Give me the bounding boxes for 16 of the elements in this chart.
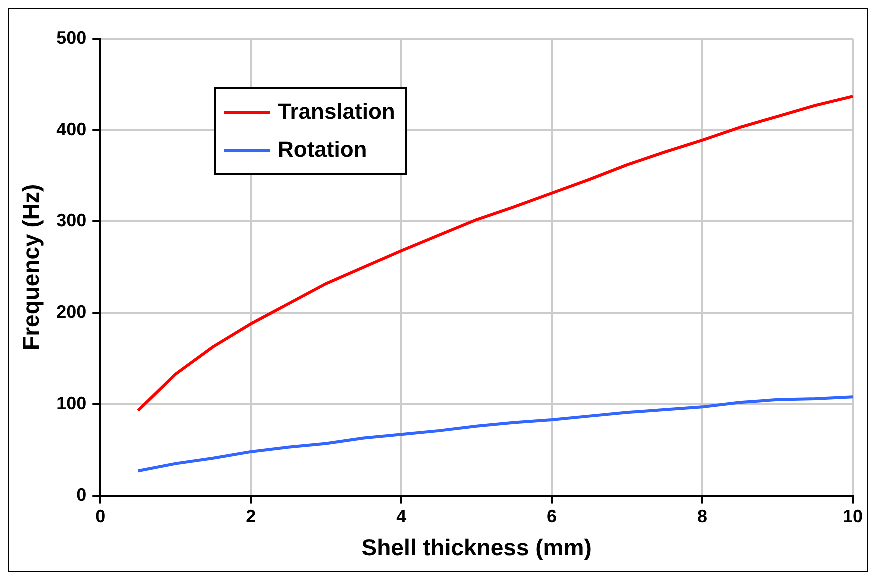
x-axis-title: Shell thickness (mm) — [362, 534, 592, 561]
x-tick-label: 4 — [396, 506, 407, 527]
y-tick-label: 400 — [56, 119, 87, 140]
legend-label: Rotation — [278, 137, 368, 163]
y-tick-label: 500 — [56, 28, 87, 48]
x-tick-label: 8 — [698, 506, 708, 527]
y-axis-title: Frequency (Hz) — [18, 184, 44, 350]
legend-label: Translation — [278, 99, 396, 125]
y-tick-label: 300 — [56, 210, 87, 231]
y-tick-label: 200 — [56, 302, 87, 322]
x-tick-label: 10 — [842, 506, 864, 527]
y-tick-label: 0 — [76, 484, 87, 505]
y-tick-label: 100 — [56, 393, 87, 414]
x-tick-label: 0 — [96, 506, 106, 527]
x-tick-label: 6 — [547, 506, 558, 527]
x-tick-label: 2 — [246, 506, 256, 527]
